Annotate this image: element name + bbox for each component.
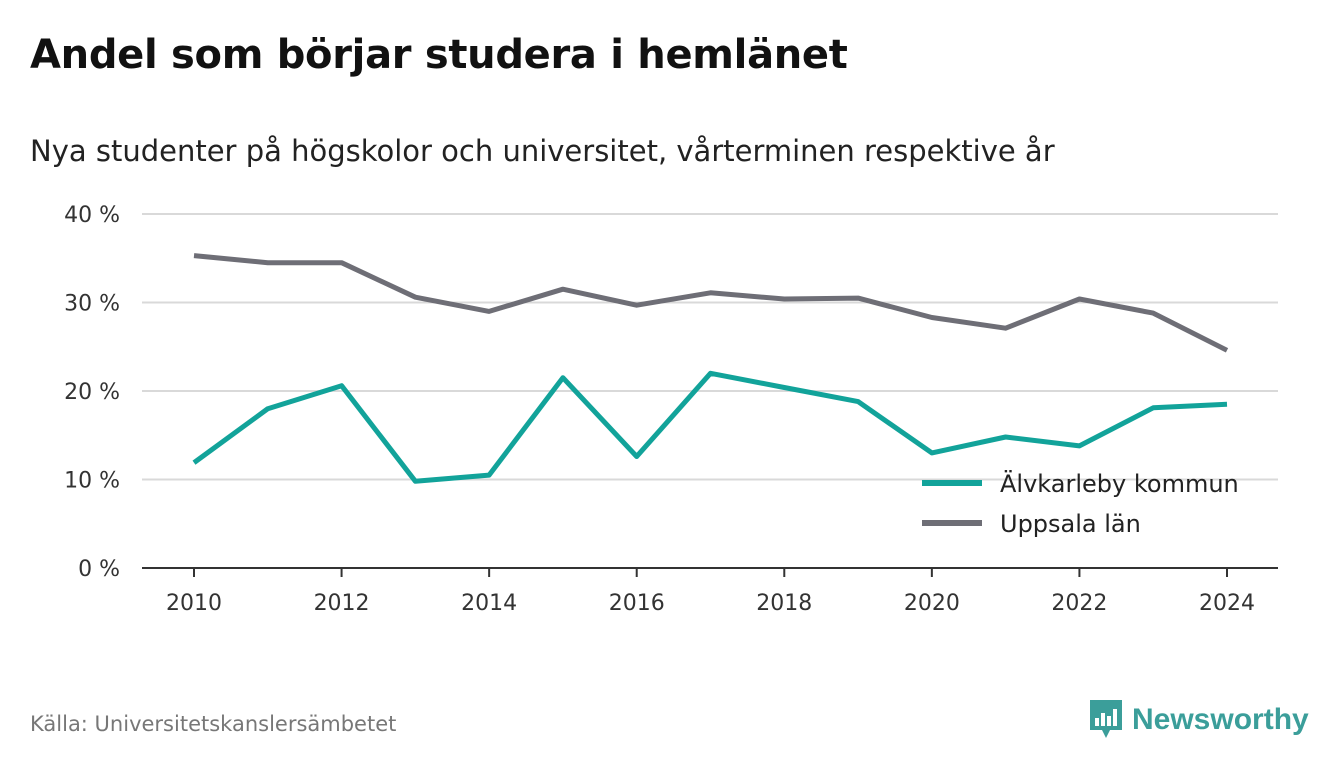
x-tick-label: 2020 xyxy=(904,591,960,616)
x-tick-label: 2022 xyxy=(1051,591,1107,616)
y-tick-label: 20 % xyxy=(64,380,120,405)
line-chart: 0 % 10 % 20 % 30 % 40 % 2010 2012 2014 2016 2018 2… xyxy=(64,203,1278,616)
y-tick-label: 30 % xyxy=(64,292,120,317)
chart-subtitle: Nya studenter på högskolor och universit… xyxy=(30,134,1055,168)
legend-label: Älvkarleby kommun xyxy=(1000,469,1239,498)
x-tick-label: 2012 xyxy=(314,591,370,616)
y-tick-label: 10 % xyxy=(64,469,120,494)
y-tick-label: 40 % xyxy=(64,203,120,228)
x-tick-label: 2024 xyxy=(1199,591,1255,616)
gridlines xyxy=(142,213,1278,481)
x-tick-label: 2010 xyxy=(166,591,222,616)
newsworthy-logo-icon xyxy=(1090,700,1122,738)
chart-title: Andel som börjar studera i hemlänet xyxy=(30,32,848,78)
x-tick-label: 2018 xyxy=(756,591,812,616)
series-line-1 xyxy=(192,370,1228,484)
legend: Älvkarleby kommun Uppsala län xyxy=(922,469,1239,538)
axes: 0 % 10 % 20 % 30 % 40 % 2010 2012 2014 2016 2018 2… xyxy=(64,203,1278,616)
x-tick-label: 2014 xyxy=(461,591,517,616)
series-lines xyxy=(192,253,1229,484)
brand-logo: Newsworthy xyxy=(1088,698,1309,742)
brand-name: Newsworthy xyxy=(1132,703,1309,736)
source-note: Källa: Universitetskanslersämbetet xyxy=(30,712,397,736)
x-tick-label: 2016 xyxy=(609,591,665,616)
series-line-2 xyxy=(193,253,1229,353)
legend-label: Uppsala län xyxy=(1000,510,1141,538)
y-tick-label: 0 % xyxy=(78,557,120,582)
